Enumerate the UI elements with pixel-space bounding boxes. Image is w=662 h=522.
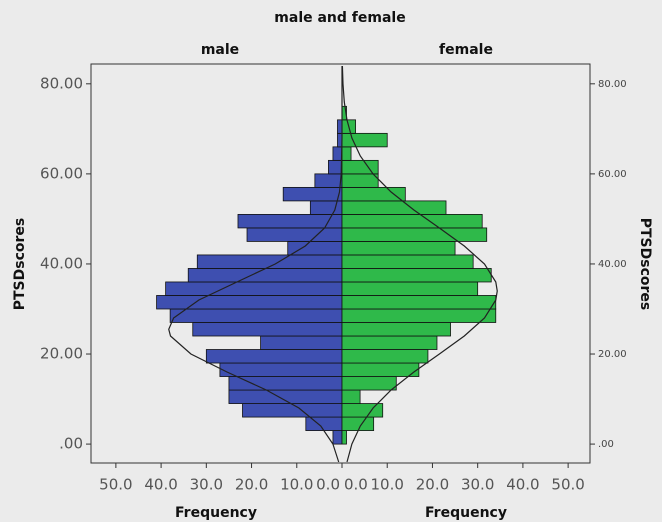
bar bbox=[219, 362, 343, 377]
bar bbox=[228, 376, 343, 391]
y-tick-label: 20.00 bbox=[40, 345, 83, 363]
bar bbox=[260, 335, 343, 350]
y-tick-label: 80.00 bbox=[598, 79, 627, 90]
x-tick-label: 20.0 bbox=[235, 476, 268, 494]
y-tick-label: .00 bbox=[59, 435, 83, 453]
bars bbox=[156, 105, 497, 445]
bar bbox=[242, 403, 343, 418]
bar bbox=[187, 268, 343, 283]
bar bbox=[341, 214, 483, 229]
x-tick-label: 10.0 bbox=[280, 476, 313, 494]
bar bbox=[341, 349, 429, 364]
x-tick-label: 20.0 bbox=[416, 476, 449, 494]
bar bbox=[341, 241, 456, 256]
y-tick-label: 80.00 bbox=[40, 74, 83, 92]
x-tick-label: 10.0 bbox=[371, 476, 404, 494]
x-tick-label: 0.0 bbox=[344, 476, 368, 494]
y-tick-label: 40.00 bbox=[40, 254, 83, 272]
panel-label: male bbox=[201, 42, 239, 58]
bar bbox=[205, 349, 343, 364]
bar bbox=[341, 268, 492, 283]
bar bbox=[314, 173, 343, 188]
x-tick-label: 50.0 bbox=[551, 476, 584, 494]
male-normal-curve bbox=[168, 66, 343, 463]
bar bbox=[341, 159, 379, 175]
y-tick-label: 60.00 bbox=[598, 169, 627, 180]
bar bbox=[169, 308, 343, 323]
bar bbox=[228, 389, 343, 404]
bar bbox=[341, 254, 474, 269]
panel-label: female bbox=[439, 42, 493, 58]
bar bbox=[341, 322, 451, 337]
bar bbox=[341, 430, 347, 445]
x-tick-label: 50.0 bbox=[99, 476, 132, 494]
x-tick-label: 40.0 bbox=[144, 476, 177, 494]
y-tick-label: 20.00 bbox=[598, 349, 627, 360]
bar bbox=[341, 227, 488, 242]
bar bbox=[332, 430, 343, 445]
bar bbox=[341, 281, 479, 296]
bar bbox=[328, 159, 343, 175]
x-tick-label: 40.0 bbox=[506, 476, 539, 494]
bar bbox=[341, 308, 497, 323]
bar bbox=[287, 241, 343, 256]
bar bbox=[341, 200, 447, 215]
bar bbox=[341, 295, 497, 310]
chart-title: male and female bbox=[274, 10, 405, 26]
bar bbox=[341, 376, 397, 391]
bar bbox=[332, 146, 343, 161]
bar bbox=[246, 227, 343, 242]
bar bbox=[341, 186, 406, 202]
bar bbox=[341, 389, 361, 404]
bar bbox=[341, 173, 379, 188]
bar bbox=[341, 335, 438, 350]
x-axis-label: Frequency bbox=[425, 505, 507, 521]
bar bbox=[341, 146, 352, 161]
y-axis-label: PTSDscores bbox=[637, 218, 653, 311]
bar bbox=[341, 132, 388, 148]
bar bbox=[337, 119, 343, 134]
bar bbox=[341, 403, 384, 418]
bar bbox=[341, 416, 375, 431]
bar bbox=[192, 322, 343, 337]
y-tick-label: 60.00 bbox=[40, 164, 83, 182]
bar bbox=[165, 281, 343, 296]
x-tick-label: 30.0 bbox=[190, 476, 223, 494]
bar bbox=[341, 362, 420, 377]
y-axis-label: PTSDscores bbox=[12, 218, 28, 311]
bar bbox=[282, 186, 343, 202]
female-normal-curve bbox=[341, 65, 498, 463]
x-axis-label: Frequency bbox=[175, 505, 257, 521]
bar bbox=[156, 295, 343, 310]
x-tick-label: 30.0 bbox=[461, 476, 494, 494]
y-tick-label: 40.00 bbox=[598, 259, 627, 270]
x-tick-label: 0.0 bbox=[316, 476, 340, 494]
y-tick-label: .00 bbox=[598, 439, 614, 450]
bar bbox=[305, 416, 343, 431]
